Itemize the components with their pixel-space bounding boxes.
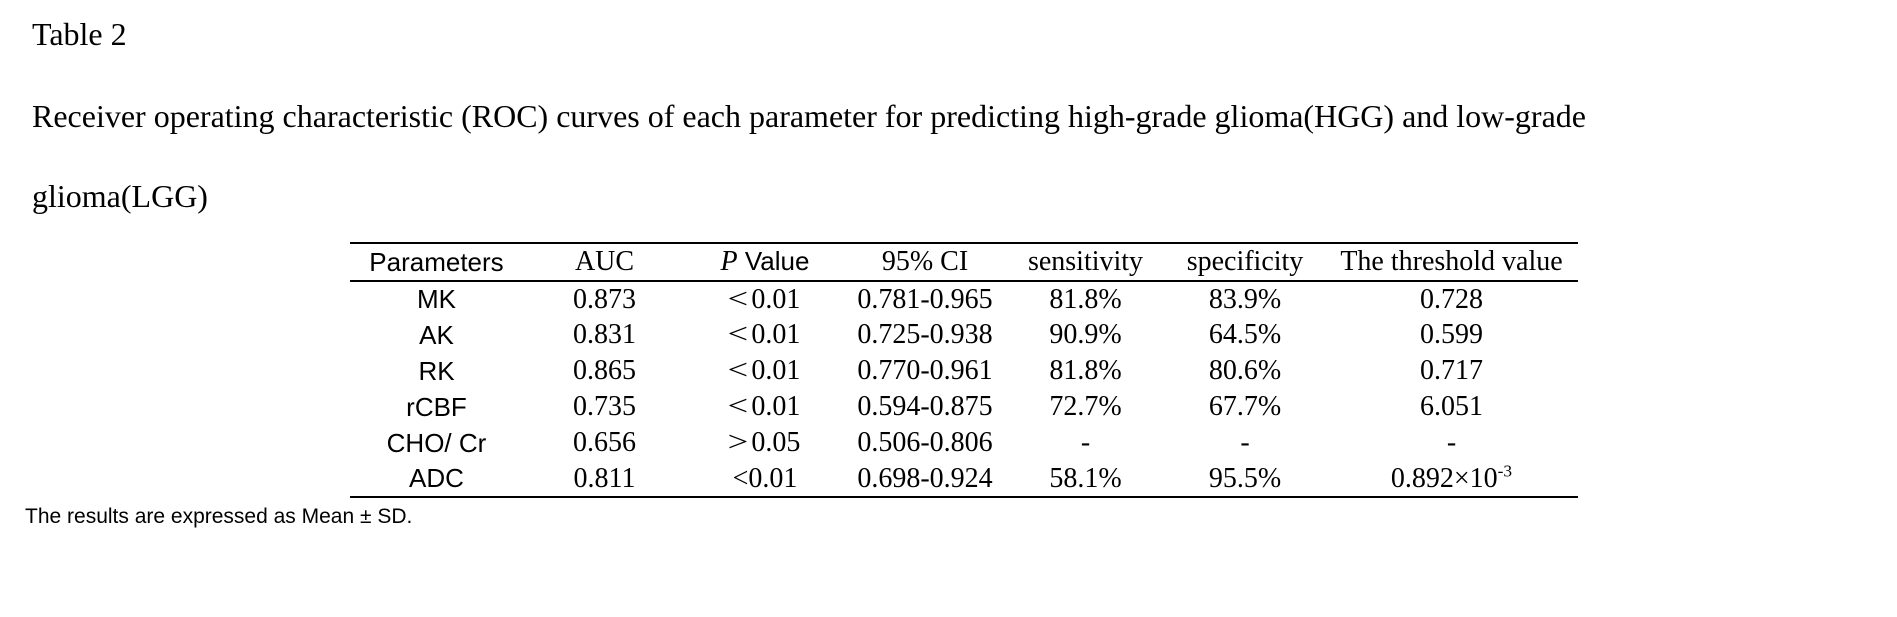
cell-95ci: 0.725-0.938 xyxy=(857,319,993,350)
cell-threshold: - xyxy=(1446,427,1457,458)
p-operator: > xyxy=(727,427,748,458)
table-row-rk: RK 0.865 <0.01 0.770-0.961 81.8% 80.6% 0… xyxy=(350,353,1578,389)
cell-parameter: ADC xyxy=(409,463,464,493)
cell-auc: 0.831 xyxy=(573,319,636,350)
cell-p-value: <0.01 xyxy=(686,281,844,317)
table-label: Table 2 xyxy=(32,16,127,52)
threshold-base: 0.892×10 xyxy=(1390,462,1498,494)
cell-sensitivity: - xyxy=(1080,427,1091,458)
cell-sensitivity: 72.7% xyxy=(1049,391,1122,422)
cell-specificity: 80.6% xyxy=(1208,355,1282,386)
p-operator: < xyxy=(727,283,748,315)
cell-specificity: 64.5% xyxy=(1208,319,1282,350)
threshold-exponent: -3 xyxy=(1497,461,1513,481)
cell-sensitivity: 81.8% xyxy=(1049,355,1122,386)
table-row-adc: ADC 0.811 <0.01 0.698-0.924 58.1% 95.5% … xyxy=(350,461,1578,497)
table-header-row: Parameters AUC P Value 95% CI sensitivit… xyxy=(350,243,1578,281)
p-number: 0.01 xyxy=(751,391,801,422)
p-number: 0.01 xyxy=(748,462,798,494)
cell-sensitivity: 58.1% xyxy=(1049,462,1122,494)
col-header-specificity: specificity xyxy=(1186,246,1304,277)
cell-auc: 0.811 xyxy=(573,462,636,494)
cell-95ci: 0.594-0.875 xyxy=(857,391,993,422)
col-header-p-value: P Value xyxy=(686,243,844,281)
cell-threshold: 0.892×10-3 xyxy=(1325,461,1578,497)
p-value-italic-p: P xyxy=(720,246,738,277)
cell-95ci: 0.770-0.961 xyxy=(857,355,993,386)
cell-auc: 0.656 xyxy=(573,427,636,458)
cell-threshold: 6.051 xyxy=(1420,391,1483,422)
cell-auc: 0.873 xyxy=(573,283,636,315)
p-number: 0.01 xyxy=(751,355,801,386)
p-operator: < xyxy=(727,355,748,386)
roc-results-table: Parameters AUC P Value 95% CI sensitivit… xyxy=(350,242,1578,498)
cell-p-value: <0.01 xyxy=(686,317,844,353)
p-number: 0.01 xyxy=(751,283,801,315)
table-footnote: The results are expressed as Mean ± SD. xyxy=(25,505,413,528)
p-number: 0.01 xyxy=(751,319,801,350)
p-number: 0.05 xyxy=(751,427,801,458)
cell-parameter: rCBF xyxy=(406,391,467,422)
table-row-rcbf: rCBF 0.735 <0.01 0.594-0.875 72.7% 67.7%… xyxy=(350,389,1578,425)
cell-p-value: <0.01 xyxy=(686,389,844,425)
cell-p-value: <0.01 xyxy=(686,461,844,497)
cell-p-value: >0.05 xyxy=(686,425,844,461)
cell-auc: 0.865 xyxy=(573,355,636,386)
cell-sensitivity: 90.9% xyxy=(1049,319,1122,350)
cell-p-value: <0.01 xyxy=(686,353,844,389)
cell-parameter: MK xyxy=(417,284,456,314)
cell-threshold: 0.717 xyxy=(1420,355,1483,386)
cell-parameter: AK xyxy=(419,319,454,350)
cell-parameter: RK xyxy=(418,355,455,386)
p-value-rest: Value xyxy=(737,246,810,276)
cell-auc: 0.735 xyxy=(573,391,636,422)
cell-threshold: 0.599 xyxy=(1420,319,1483,350)
p-operator: < xyxy=(727,391,748,422)
cell-sensitivity: 81.8% xyxy=(1049,283,1122,315)
cell-specificity: 95.5% xyxy=(1208,462,1282,494)
cell-threshold: 0.728 xyxy=(1420,283,1483,315)
cell-95ci: 0.781-0.965 xyxy=(857,283,993,315)
p-operator: < xyxy=(727,319,748,350)
col-header-auc: AUC xyxy=(574,246,635,277)
cell-specificity: 67.7% xyxy=(1208,391,1282,422)
cell-95ci: 0.698-0.924 xyxy=(857,462,993,494)
table-caption-line2: glioma(LGG) xyxy=(32,178,208,214)
table-row-cho-cr: CHO/ Cr 0.656 >0.05 0.506-0.806 - - - xyxy=(350,425,1578,461)
cell-specificity: - xyxy=(1240,427,1250,458)
cell-parameter: CHO/ Cr xyxy=(386,427,487,458)
col-header-parameters: Parameters xyxy=(369,246,504,277)
table-caption-line1: Receiver operating characteristic (ROC) … xyxy=(32,98,1586,134)
col-header-sensitivity: sensitivity xyxy=(1027,246,1144,277)
p-operator: < xyxy=(732,462,749,494)
col-header-threshold: The threshold value xyxy=(1340,246,1563,277)
col-header-95ci: 95% CI xyxy=(881,246,969,277)
cell-specificity: 83.9% xyxy=(1208,283,1282,315)
cell-95ci: 0.506-0.806 xyxy=(857,427,993,458)
table-row-mk: MK 0.873 <0.01 0.781-0.965 81.8% 83.9% 0… xyxy=(350,281,1578,317)
table-row-ak: AK 0.831 <0.01 0.725-0.938 90.9% 64.5% 0… xyxy=(350,317,1578,353)
